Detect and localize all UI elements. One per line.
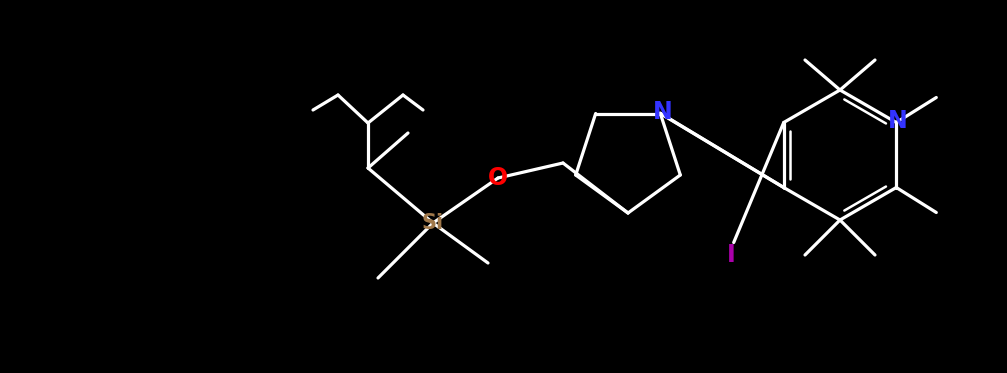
Text: O: O [488, 166, 509, 190]
Text: I: I [727, 244, 736, 267]
Text: Si: Si [422, 213, 444, 233]
Text: N: N [653, 100, 673, 123]
Text: N: N [887, 110, 907, 134]
